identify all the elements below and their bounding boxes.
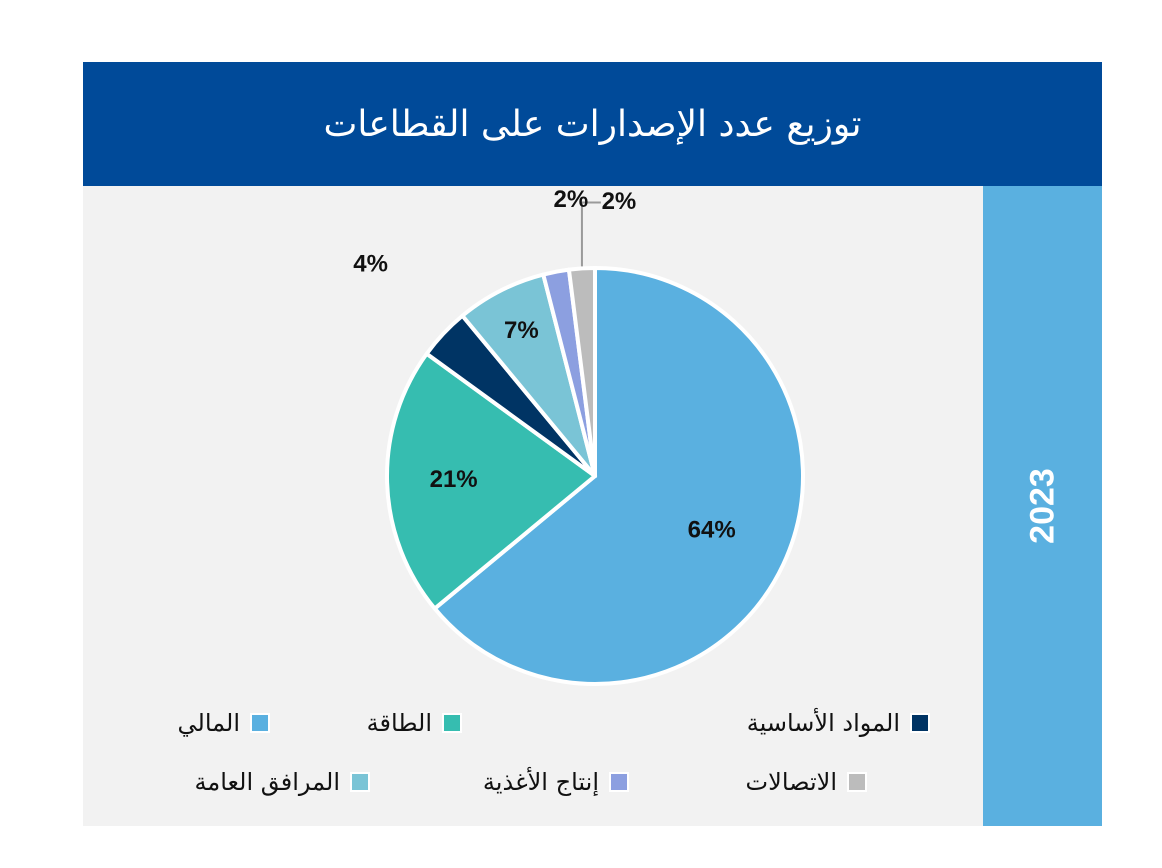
legend-item-materials: المواد الأساسية (600, 703, 930, 743)
leader-line-telecom (580, 201, 601, 267)
pie-slice-telecom (566, 266, 597, 478)
legend-item-telecom: الاتصالات (600, 762, 867, 802)
legend-swatch (910, 713, 930, 733)
legend-item-food: إنتاج الأغذية (400, 762, 629, 802)
legend-item-financial: المالي (40, 703, 270, 743)
chart-title: توزيع عدد الإصدارات على القطاعات (323, 103, 862, 145)
leader-lines (580, 201, 601, 267)
data-label-telecom: 2% (602, 188, 637, 215)
legend-label: الاتصالات (745, 768, 837, 796)
legend-item-energy: الطاقة (300, 703, 462, 743)
legend-swatch (847, 772, 867, 792)
pie-labels: 64% 21% 4% 7% 2% 2% (353, 186, 735, 543)
data-label-financial: 64% (688, 516, 736, 543)
data-label-energy: 21% (430, 466, 478, 493)
legend-label: إنتاج الأغذية (482, 768, 599, 796)
legend-item-utilities: المرافق العامة (40, 762, 370, 802)
pie-slice-financial (432, 266, 805, 686)
legend-label: المرافق العامة (194, 768, 340, 796)
legend-swatch (442, 713, 462, 733)
legend-swatch (350, 772, 370, 792)
data-label-materials: 4% (353, 251, 388, 278)
year-bar: 2023 (983, 186, 1102, 826)
data-label-food: 2% (554, 186, 589, 213)
data-label-utilities: 7% (504, 317, 539, 344)
pie-slice-energy (385, 351, 597, 611)
legend-swatch (250, 713, 270, 733)
legend-swatch (609, 772, 629, 792)
title-bar: توزيع عدد الإصدارات على القطاعات (83, 62, 1102, 186)
legend-label: الطاقة (366, 709, 432, 737)
legend-label: المالي (177, 709, 240, 737)
pie-slices (385, 266, 805, 686)
legend-label: المواد الأساسية (746, 709, 900, 737)
